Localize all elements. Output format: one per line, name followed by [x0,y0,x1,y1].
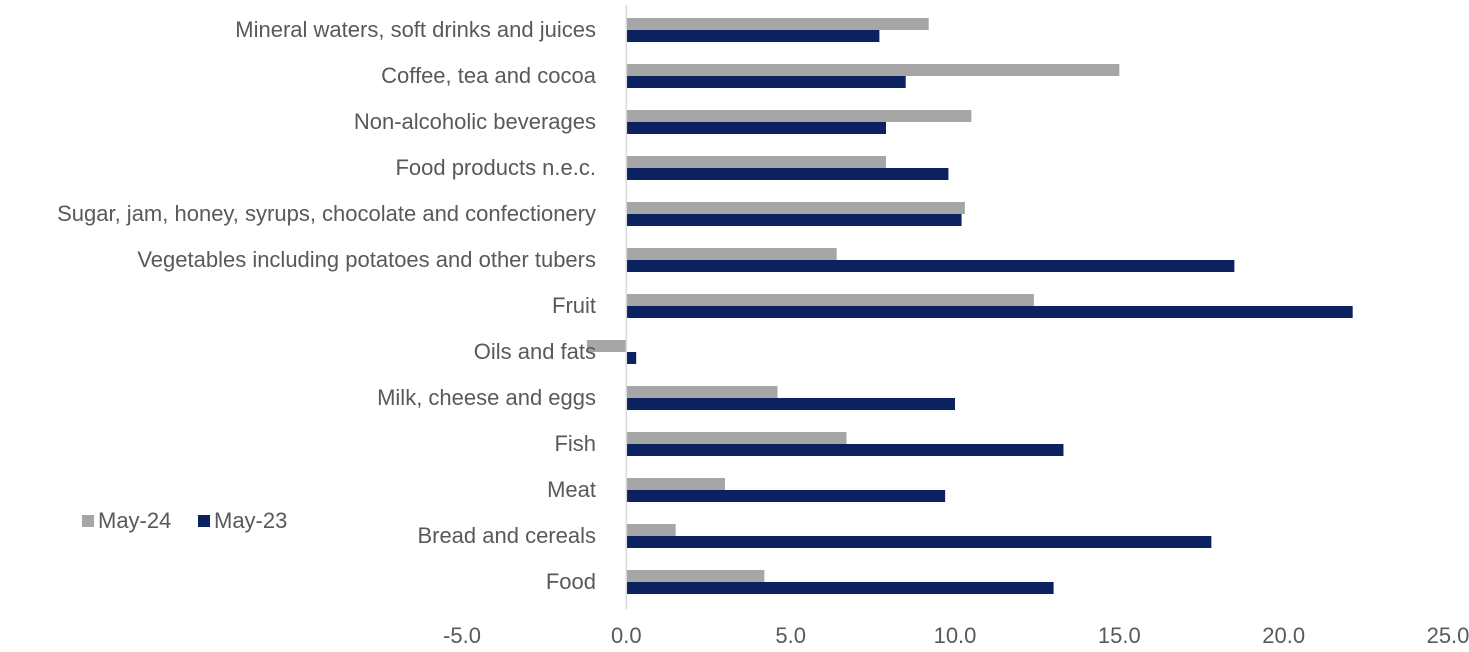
bar-may24-12 [626,18,929,30]
bar-may23-12 [626,30,880,42]
category-label: Fish [554,431,596,456]
category-label: Food [546,569,596,594]
bar-may23-1 [626,536,1212,548]
bar-may24-3 [626,432,847,444]
x-tick-label: 25.0 [1427,623,1469,648]
bar-may23-5 [626,352,637,364]
bar-may24-10 [626,110,972,122]
bar-may23-6 [626,306,1353,318]
category-label: Fruit [552,293,596,318]
bar-may23-4 [626,398,955,410]
category-label: Milk, cheese and eggs [377,385,596,410]
x-tick-label: 0.0 [611,623,642,648]
category-label: Oils and fats [474,339,596,364]
bar-may24-2 [626,478,725,490]
bar-may23-10 [626,122,886,134]
category-label: Vegetables including potatoes and other … [137,247,596,272]
category-label: Coffee, tea and cocoa [381,63,597,88]
x-tick-label: 15.0 [1098,623,1141,648]
bar-may23-11 [626,76,906,88]
bar-may23-7 [626,260,1235,272]
bar-may23-9 [626,168,949,180]
bar-may24-11 [626,64,1120,76]
bar-may24-4 [626,386,778,398]
bar-may24-1 [626,524,676,536]
bar-may23-3 [626,444,1064,456]
bar-may24-5 [586,340,627,352]
category-label: Bread and cereals [417,523,596,548]
x-axis-tick-labels: -5.0 0.0 5.0 10.0 15.0 20.0 25.0 [443,623,1469,648]
category-label: Sugar, jam, honey, syrups, chocolate and… [57,201,596,226]
bar-may24-7 [626,248,837,260]
legend: May-24 May-23 [82,508,287,533]
x-tick-label: -5.0 [443,623,481,648]
category-label: Non-alcoholic beverages [354,109,596,134]
category-labels: Food Bread and cereals Meat Fish Milk, chees… [57,17,597,594]
bar-may23-8 [626,214,962,226]
category-label: Mineral waters, soft drinks and juices [235,17,596,42]
legend-swatch-may23 [198,515,210,527]
x-tick-label: 10.0 [934,623,977,648]
bar-may24-8 [626,202,965,214]
category-label: Meat [547,477,596,502]
legend-swatch-may24 [82,515,94,527]
category-label: Food products n.e.c. [395,155,596,180]
bar-may24-6 [626,294,1034,306]
legend-label-may24: May-24 [98,508,171,533]
x-tick-label: 5.0 [775,623,806,648]
legend-label-may23: May-23 [214,508,287,533]
bar-may23-0 [626,582,1054,594]
bars-group [586,18,1353,594]
x-tick-label: 20.0 [1262,623,1305,648]
bar-may24-9 [626,156,886,168]
bar-may24-0 [626,570,765,582]
bar-may23-2 [626,490,946,502]
